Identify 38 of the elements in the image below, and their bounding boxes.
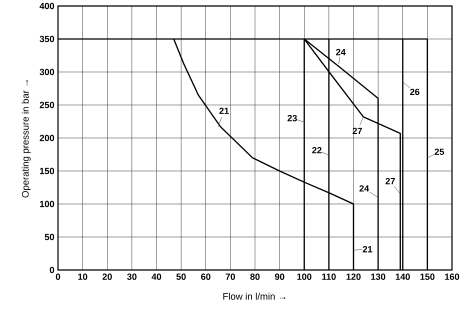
x-tick-label: 0 [56, 274, 60, 280]
x-tick-label: 70 [226, 274, 236, 280]
y-tick-label: 0 [50, 266, 54, 274]
annotation: 21 [362, 246, 372, 252]
x-tick-label: 20 [102, 274, 112, 280]
x-axis-title: Flow in l/min → [223, 292, 286, 300]
annotation: 21 [219, 108, 229, 114]
y-tick-label: 400 [40, 2, 54, 10]
annotation: 25 [434, 148, 444, 155]
x-tick-label: 10 [78, 274, 88, 280]
annotation: 24 [336, 48, 346, 56]
x-tick-label: 160 [445, 274, 460, 280]
x-tick-label: 150 [420, 274, 435, 280]
x-tick-label: 100 [297, 274, 312, 280]
annotation: 27 [352, 128, 362, 134]
y-axis-title: Operating pressure in bar → [22, 80, 31, 198]
x-tick-label: 110 [322, 274, 336, 280]
x-tick-label: 140 [396, 274, 410, 280]
annotation: 26 [410, 88, 420, 96]
x-tick-label: 120 [346, 274, 361, 280]
x-tick-label: 50 [176, 274, 186, 280]
x-tick-label: 130 [371, 274, 386, 280]
y-tick-label: 250 [40, 102, 54, 108]
y-tick-label: 150 [40, 168, 54, 174]
annotation: 22 [312, 147, 322, 154]
y-tick-label: 300 [40, 68, 54, 76]
annotation: 23 [288, 114, 297, 122]
x-tick-label: 80 [250, 274, 260, 280]
y-tick-label: 200 [40, 134, 54, 142]
x-tick-label: 60 [201, 274, 210, 280]
y-tick-label: 350 [40, 36, 54, 42]
annotation: 27 [386, 178, 395, 184]
y-tick-label: 50 [44, 234, 54, 240]
x-tick-label: 30 [127, 274, 137, 280]
x-tick-label: 40 [152, 274, 162, 280]
y-tick-label: 100 [40, 200, 54, 208]
x-tick-label: 90 [274, 274, 284, 280]
annotation: 24 [359, 185, 370, 192]
